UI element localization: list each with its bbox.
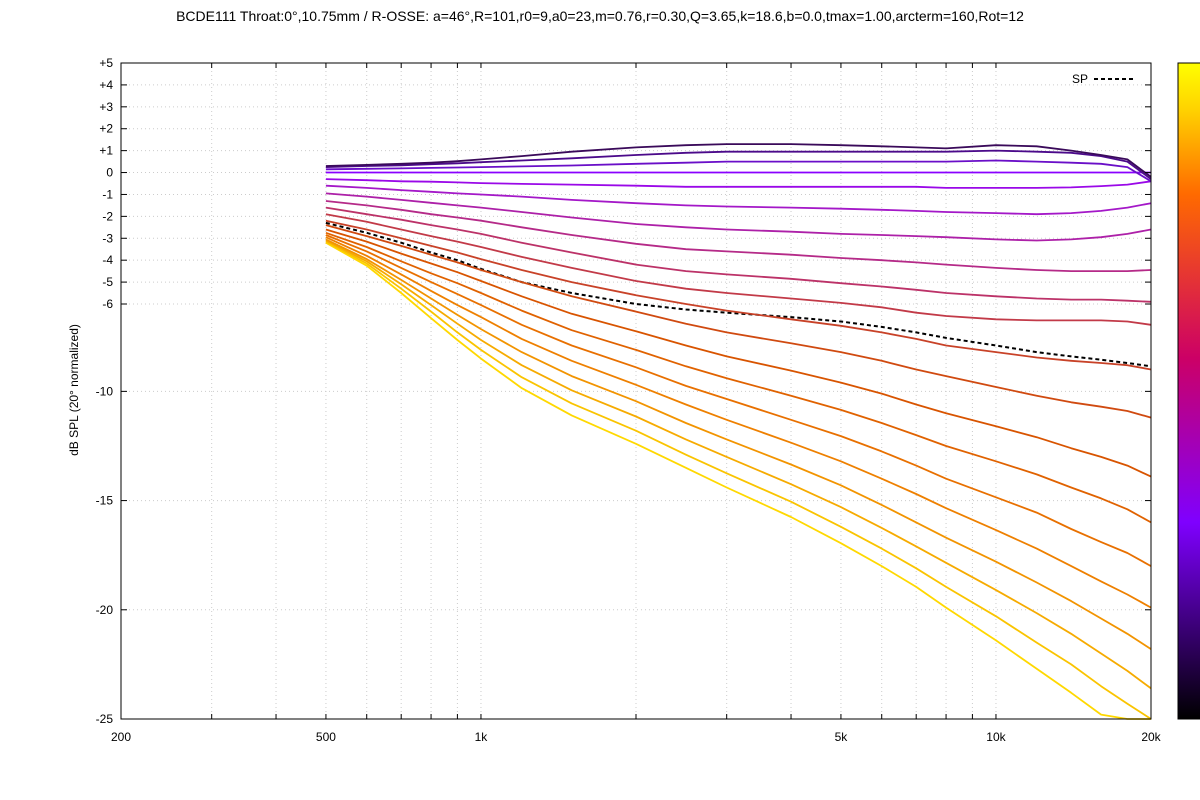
series-line xyxy=(325,240,1152,720)
series-line xyxy=(325,239,1152,690)
y-tick-label: -10 xyxy=(96,384,114,398)
series-line xyxy=(325,236,1152,609)
colorbar-gradient xyxy=(1177,62,1200,720)
series-line xyxy=(325,241,1151,720)
y-tick-label: 0 xyxy=(106,166,113,180)
x-tick-label: 5k xyxy=(835,730,849,744)
y-tick-label: -25 xyxy=(96,712,114,726)
series-line xyxy=(325,234,1152,567)
y-axis-label: dB SPL (20° normalized) xyxy=(67,324,81,456)
series-line xyxy=(325,231,1152,524)
series-line xyxy=(325,192,1152,242)
grid xyxy=(120,62,1152,720)
colorbar xyxy=(1177,62,1200,720)
series-line xyxy=(325,178,1152,189)
y-tick-label: -3 xyxy=(102,231,113,245)
data-series xyxy=(325,143,1152,720)
chart-title: BCDE111 Throat:0°,10.75mm / R-OSSE: a=46… xyxy=(176,8,1024,24)
series-line xyxy=(325,184,1152,216)
series-line xyxy=(325,224,1152,419)
series-line xyxy=(325,213,1152,326)
x-tick-label: 1k xyxy=(475,730,489,744)
series-line xyxy=(325,228,1152,478)
y-tick-label: +5 xyxy=(99,56,113,70)
y-tick-label: +4 xyxy=(99,78,113,92)
y-tick-label: -5 xyxy=(102,275,113,289)
axis-ticks: +5 +4 +3 +2 +1 0 -1 -2 -3 -4 -5 -6 -10 -15 -20 -25 200 50… xyxy=(96,56,1162,744)
y-tick-label: -1 xyxy=(102,187,113,201)
y-tick-label: -20 xyxy=(96,603,114,617)
x-tick-label: 200 xyxy=(111,730,131,744)
y-tick-label: -2 xyxy=(102,209,113,223)
y-tick-label: +2 xyxy=(99,122,113,136)
y-tick-label: -4 xyxy=(102,253,113,267)
legend: SP xyxy=(1072,72,1134,86)
series-line xyxy=(325,143,1152,178)
x-tick-label: 20k xyxy=(1141,730,1161,744)
x-tick-label: 10k xyxy=(986,730,1006,744)
series-line xyxy=(325,149,1152,180)
y-tick-label: -6 xyxy=(102,297,113,311)
y-tick-label: +1 xyxy=(99,144,113,158)
y-tick-label: +3 xyxy=(99,100,113,114)
series-line xyxy=(325,200,1152,273)
y-tick-label: -15 xyxy=(96,494,114,508)
legend-label-sp: SP xyxy=(1072,72,1088,86)
series-line xyxy=(325,159,1152,183)
series-line xyxy=(325,238,1152,650)
series-line xyxy=(325,206,1152,303)
x-tick-label: 500 xyxy=(316,730,336,744)
series-line xyxy=(325,219,1152,371)
